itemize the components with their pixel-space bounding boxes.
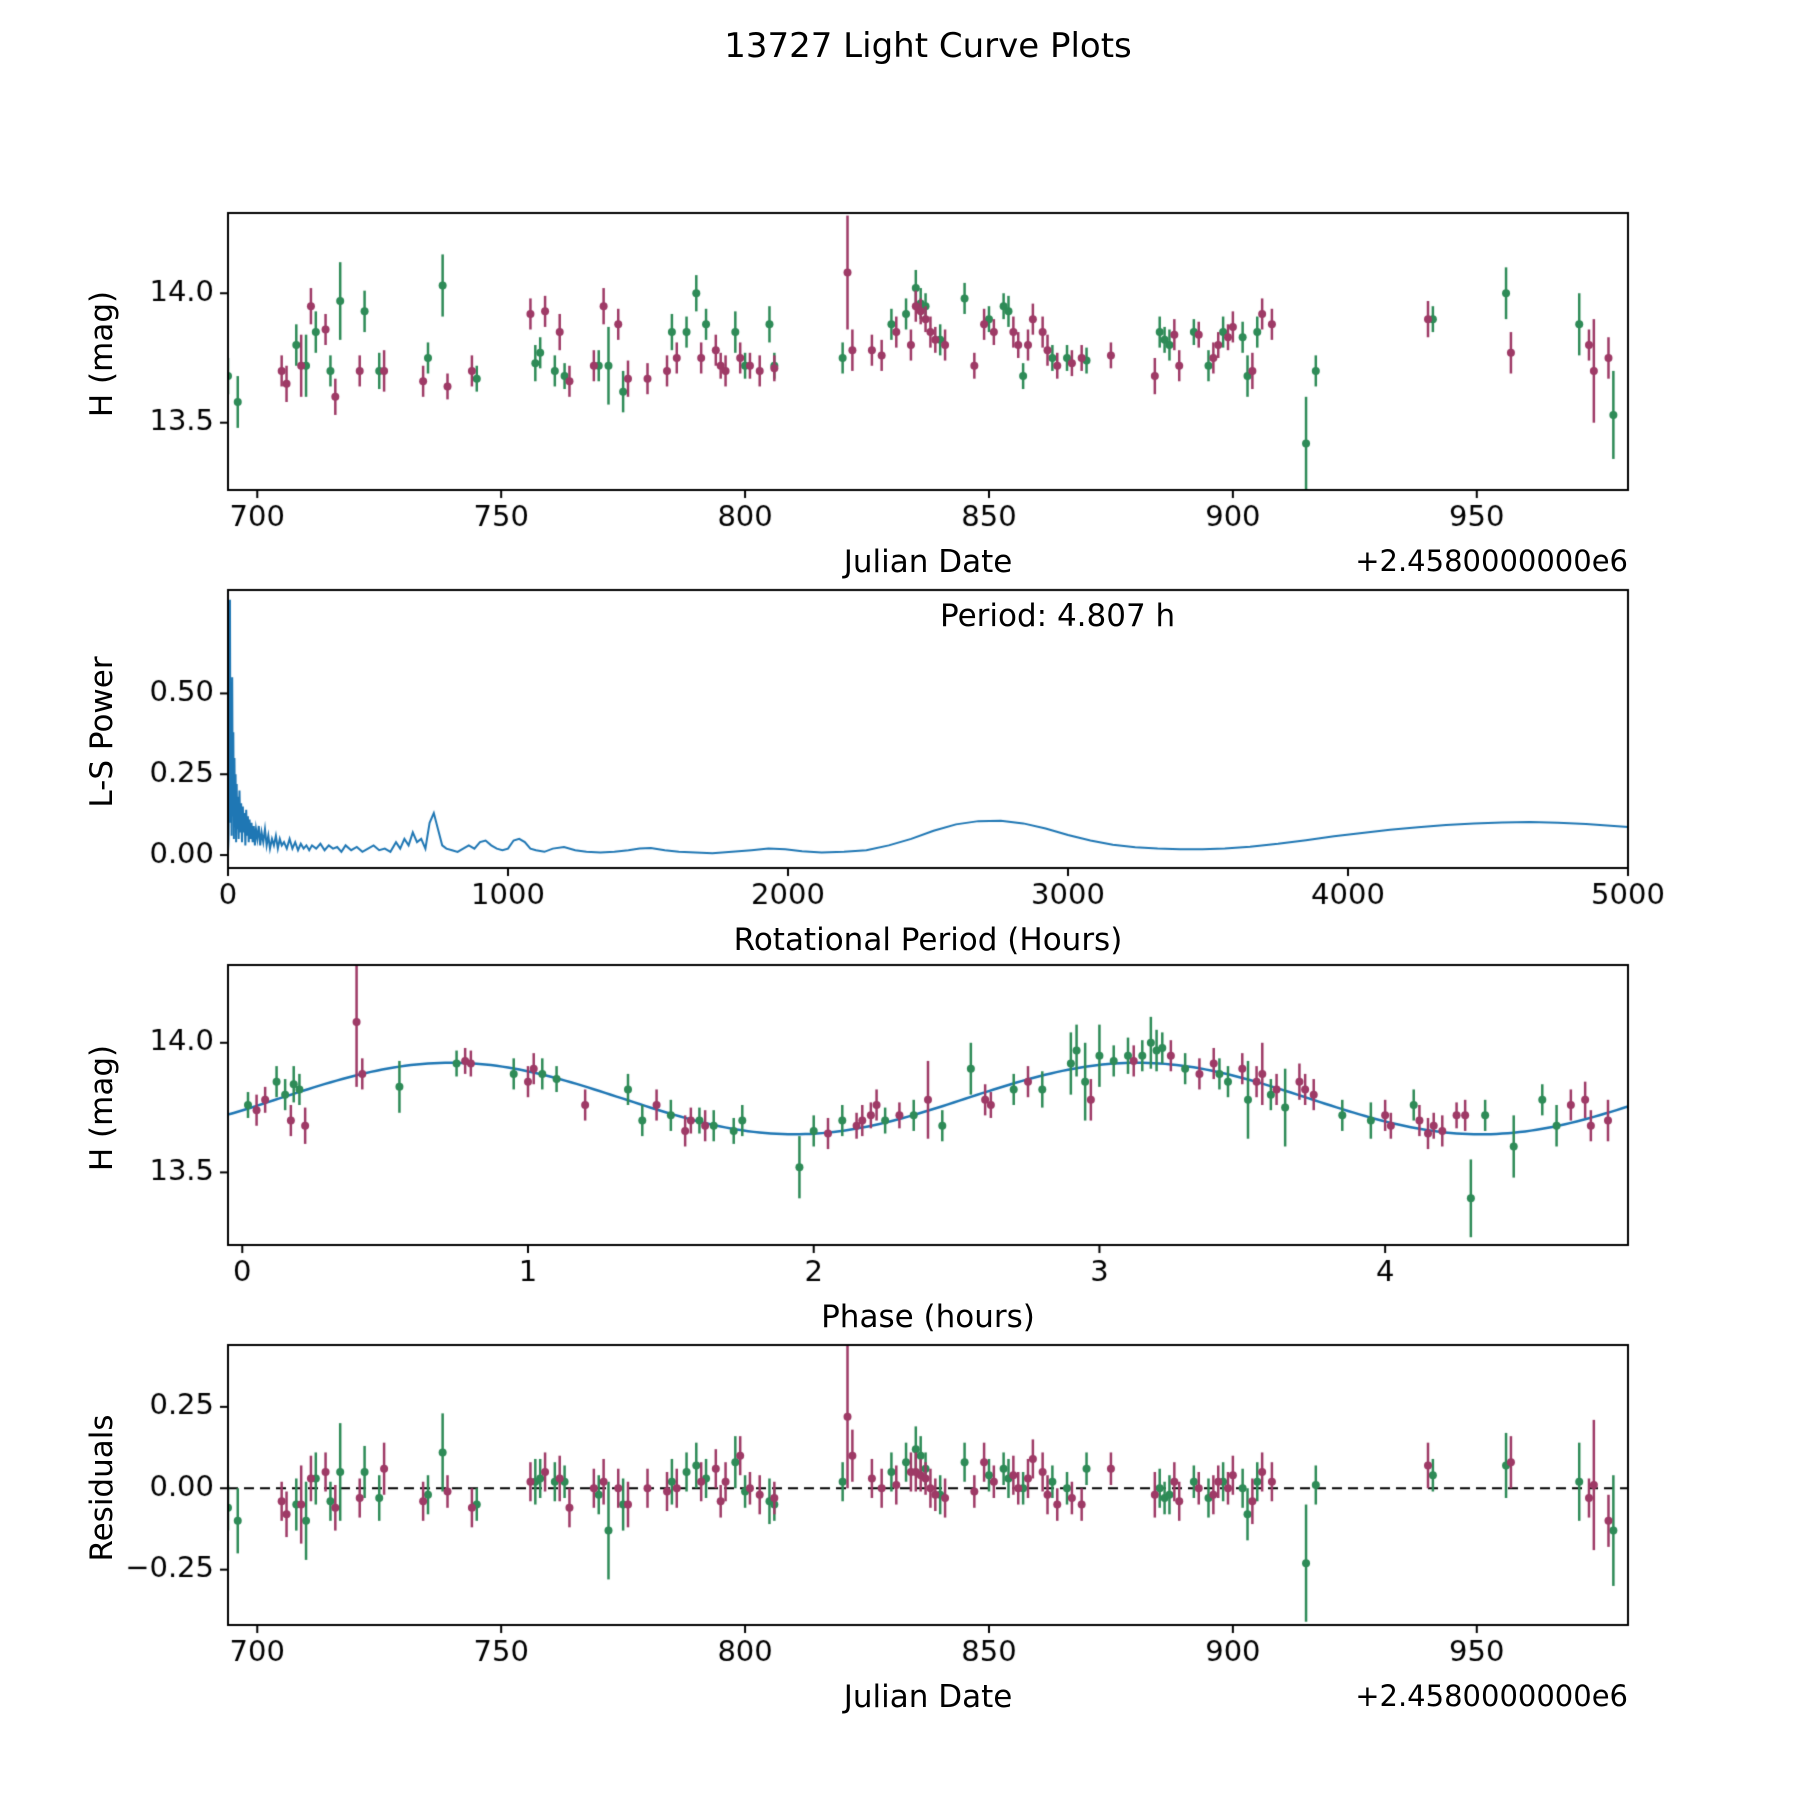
periodogram-yaxis-label: L-S Power — [84, 656, 120, 808]
periodogram-xaxis-label: Rotational Period (Hours) — [733, 922, 1123, 958]
residuals-xaxis-offset: +2.4580000000e6 — [1355, 1679, 1628, 1713]
lightcurve-xaxis-label: Julian Date — [843, 544, 1013, 580]
figure-title: 13727 Light Curve Plots — [724, 26, 1132, 66]
phase-xaxis-label: Phase (hours) — [821, 1299, 1035, 1335]
best-period-annotation: Period: 4.807 h — [940, 598, 1176, 634]
phase-yaxis-label: H (mag) — [84, 1044, 120, 1172]
residuals-xaxis-label: Julian Date — [843, 1679, 1013, 1715]
residuals-yaxis-label: Residuals — [84, 1414, 120, 1562]
lightcurve-yaxis-label: H (mag) — [84, 290, 120, 418]
lightcurve-xaxis-offset: +2.4580000000e6 — [1355, 544, 1628, 578]
